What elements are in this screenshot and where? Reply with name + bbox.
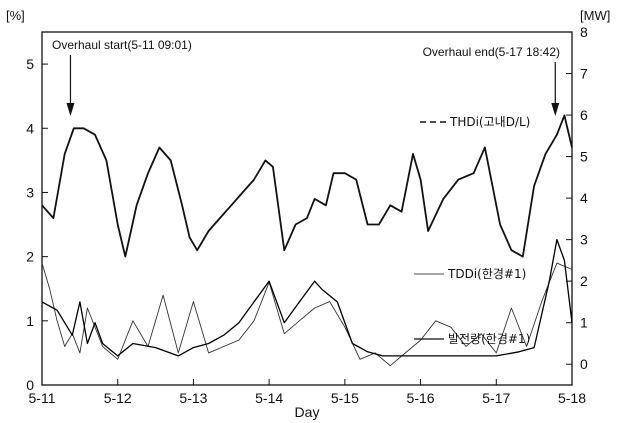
series-line-2 — [41, 262, 573, 367]
x-tick-label: 5-15 — [331, 390, 359, 406]
annotations: Overhaul start(5-11 09:01) Overhaul end(5… — [52, 38, 560, 116]
x-tick-label: 5-11 — [29, 390, 56, 406]
x-tick-label: 5-18 — [558, 390, 586, 406]
x-tick-label: 5-14 — [255, 390, 283, 406]
right-tick-label: 8 — [580, 24, 588, 40]
left-tick-label: 5 — [26, 56, 34, 72]
annotation-arrow-head — [551, 103, 560, 116]
right-tick-label: 2 — [580, 273, 588, 289]
annotation-text: Overhaul end(5-17 18:42) — [423, 45, 560, 59]
right-tick-label: 6 — [580, 107, 588, 123]
left-axis-unit-label: [%] — [6, 8, 25, 23]
left-tick-label: 4 — [26, 120, 34, 136]
plot-frame — [41, 31, 573, 386]
left-tick-label: 1 — [26, 313, 34, 329]
legend-label-1: THDi(고내D/L) — [449, 115, 530, 129]
x-tick-label: 5-13 — [179, 390, 207, 406]
left-tick-label: 0 — [26, 377, 34, 393]
legend-label-3: 발전량(한경#1) — [448, 332, 530, 346]
right-tick-label: 4 — [580, 190, 588, 206]
x-axis-label: Day — [295, 404, 320, 420]
legend: THDi(고내D/L) TDDi(한경#1) 발전량(한경#1) — [414, 115, 530, 346]
right-tick-label: 0 — [580, 356, 588, 372]
annotation-text: Overhaul start(5-11 09:01) — [52, 38, 192, 52]
series-line-3 — [41, 238, 573, 357]
x-tick-label: 5-16 — [407, 390, 435, 406]
right-tick-label: 1 — [580, 315, 588, 331]
left-tick-label: 2 — [26, 249, 34, 265]
legend-label-2: TDDi(한경#1) — [447, 267, 526, 281]
right-tick-label: 3 — [580, 232, 588, 248]
annotation-arrow-head — [66, 103, 75, 116]
x-tick-label: 5-12 — [104, 390, 132, 406]
left-tick-label: 3 — [26, 184, 34, 200]
plot-border — [41, 31, 573, 386]
x-tick-label: 5-17 — [482, 390, 510, 406]
right-tick-label: 7 — [580, 66, 588, 82]
right-tick-label: 5 — [580, 149, 588, 165]
right-axis-unit-label: [MW] — [580, 8, 610, 23]
axis-ticks: 0 1 2 3 4 5 0 1 2 3 4 5 6 7 8 5-11 5-12 5-13 5-14 5-15 5-16 5… — [26, 24, 588, 406]
series-layer — [41, 114, 573, 367]
series-line-1 — [41, 114, 573, 258]
